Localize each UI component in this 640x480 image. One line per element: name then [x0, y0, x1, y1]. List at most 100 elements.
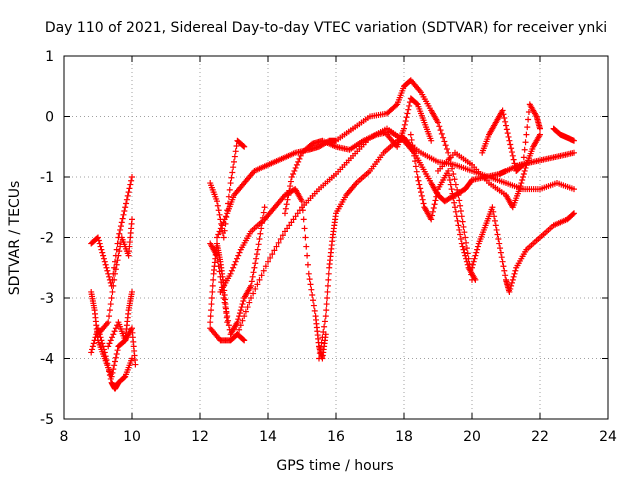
data-point-marker: [112, 358, 118, 365]
data-point-marker: [214, 198, 220, 205]
data-point-marker: [463, 255, 470, 262]
data-point-marker: [282, 210, 288, 217]
data-point-marker: [239, 301, 246, 308]
data-point-marker: [306, 276, 313, 283]
grid-lines: [64, 56, 608, 419]
data-point-marker: [219, 222, 226, 229]
data-point-marker: [232, 258, 239, 265]
data-point-marker: [501, 115, 508, 122]
data-point-marker: [95, 234, 101, 241]
data-point-marker: [241, 143, 248, 150]
data-point-marker: [435, 119, 441, 126]
data-point-marker: [244, 304, 251, 311]
data-point-marker: [253, 255, 260, 262]
data-point-marker: [207, 319, 214, 326]
data-point-marker: [462, 234, 469, 241]
data-point-marker: [403, 114, 410, 121]
data-point-marker: [107, 375, 114, 382]
data-point-marker: [277, 236, 284, 243]
y-tick-label: 1: [45, 49, 54, 65]
data-point-marker: [325, 270, 332, 277]
data-point-marker: [96, 240, 103, 247]
data-point-marker: [108, 295, 115, 301]
y-tick-label: -1: [40, 170, 54, 186]
data-point-marker: [508, 149, 515, 156]
data-point-marker: [226, 186, 233, 193]
data-point-marker: [414, 174, 421, 180]
data-point-marker: [102, 353, 109, 360]
data-point-marker: [114, 347, 121, 354]
data-point-marker: [111, 328, 118, 335]
data-point-marker: [250, 290, 257, 297]
data-point-marker: [236, 326, 243, 333]
data-point-marker: [405, 106, 412, 113]
x-axis-title: GPS time / hours: [276, 458, 393, 474]
data-point-marker: [413, 100, 420, 107]
data-point-marker: [236, 310, 243, 317]
data-point-marker: [511, 270, 518, 277]
data-point-marker: [310, 302, 317, 309]
data-point-marker: [235, 316, 242, 323]
data-point-marker: [290, 170, 297, 177]
data-point-marker: [231, 261, 238, 268]
data-point-marker: [122, 204, 129, 211]
data-point-marker: [517, 183, 524, 190]
data-point-marker: [106, 313, 113, 320]
x-tick-label: 20: [463, 429, 481, 445]
data-point-marker: [282, 205, 289, 212]
data-point-marker: [227, 180, 234, 187]
data-point-marker: [114, 257, 121, 264]
data-point-marker: [101, 258, 108, 265]
chart-title: Day 110 of 2021, Sidereal Day-to-day VTE…: [45, 20, 607, 36]
series-trace-o: [333, 77, 475, 283]
data-point-marker: [434, 189, 441, 196]
data-point-marker: [89, 343, 96, 350]
data-point-marker: [323, 301, 330, 308]
data-point-marker: [305, 270, 312, 277]
data-point-marker: [499, 107, 506, 114]
data-point-marker: [431, 201, 438, 208]
data-point-marker: [410, 147, 417, 154]
data-point-marker: [452, 208, 459, 215]
data-point-marker: [460, 223, 467, 230]
data-point-marker: [498, 254, 505, 261]
data-point-marker: [240, 298, 247, 305]
data-point-marker: [450, 195, 457, 202]
data-point-marker: [510, 273, 517, 280]
data-point-marker: [231, 153, 238, 160]
data-point-marker: [231, 158, 237, 165]
data-point-marker: [282, 228, 288, 235]
data-point-marker: [429, 208, 436, 215]
data-point-marker: [316, 350, 323, 357]
series-trace-i: [207, 325, 248, 344]
data-point-marker: [112, 266, 119, 273]
data-point-marker: [269, 251, 276, 258]
data-point-marker: [490, 208, 497, 215]
data-point-marker: [520, 174, 526, 180]
data-point-marker: [502, 118, 509, 125]
data-point-marker: [406, 102, 413, 109]
y-tick-labels: -5 -4 -3 -2 -1 0 1: [40, 49, 54, 428]
data-point-marker: [246, 299, 253, 306]
series-trace-h: [207, 240, 231, 326]
data-point-marker: [107, 337, 114, 344]
data-point-marker: [123, 196, 130, 203]
data-point-marker: [95, 325, 101, 332]
data-point-marker: [267, 254, 274, 261]
data-point-marker: [452, 181, 459, 188]
data-point-marker: [428, 137, 435, 144]
data-point-marker: [225, 322, 232, 329]
data-point-marker: [252, 260, 259, 267]
data-point-marker: [522, 139, 529, 146]
data-point-marker: [492, 222, 499, 229]
data-point-marker: [256, 236, 263, 243]
data-point-marker: [571, 149, 577, 156]
data-point-marker: [511, 160, 518, 167]
data-point-marker: [109, 288, 116, 295]
data-point-marker: [307, 281, 314, 288]
data-point-marker: [474, 246, 481, 253]
data-point-marker: [442, 142, 449, 149]
x-tick-label: 8: [60, 429, 69, 445]
data-point-marker: [295, 158, 302, 165]
data-point-marker: [404, 110, 411, 117]
